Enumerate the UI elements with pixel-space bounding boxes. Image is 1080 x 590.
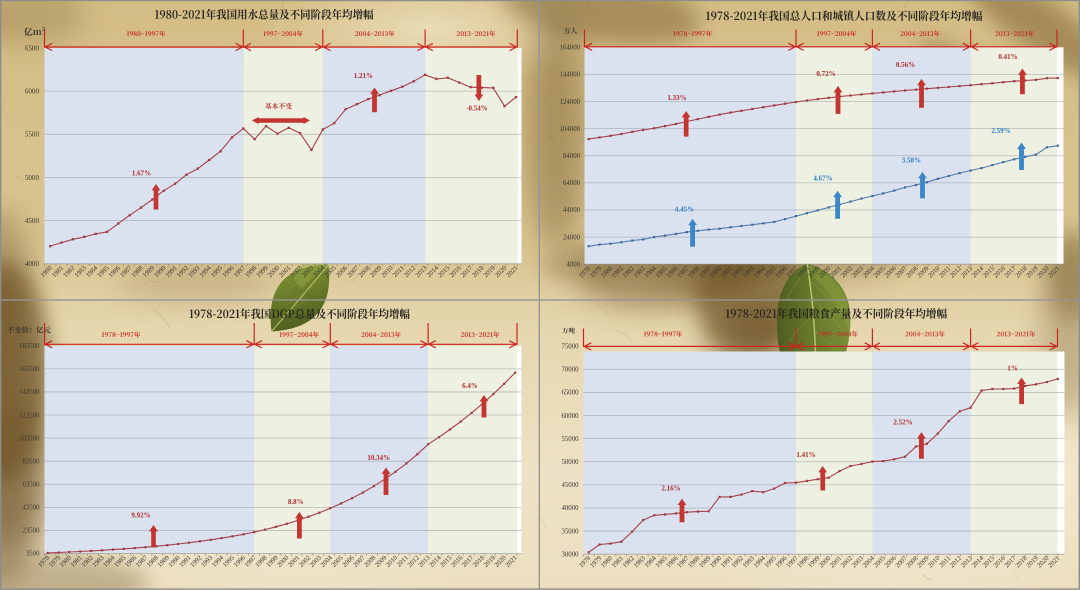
- svg-text:183500: 183500: [19, 343, 40, 350]
- svg-text:83500: 83500: [23, 458, 41, 465]
- svg-text:4.67%: 4.67%: [813, 175, 832, 183]
- svg-text:1982: 1982: [62, 265, 76, 279]
- svg-text:2012: 2012: [403, 265, 417, 279]
- svg-text:143500: 143500: [19, 389, 40, 396]
- svg-text:40000: 40000: [562, 505, 580, 512]
- svg-text:5000: 5000: [25, 174, 40, 182]
- svg-text:35000: 35000: [562, 528, 580, 535]
- svg-text:104000: 104000: [560, 126, 581, 133]
- svg-text:0.72%: 0.72%: [816, 70, 835, 78]
- svg-text:2021: 2021: [504, 554, 518, 568]
- svg-text:123500: 123500: [19, 412, 40, 419]
- svg-text:55000: 55000: [562, 436, 580, 443]
- svg-text:5500: 5500: [25, 131, 40, 139]
- svg-text:1.41%: 1.41%: [796, 451, 815, 459]
- svg-text:124000: 124000: [560, 99, 581, 106]
- svg-text:70000: 70000: [562, 367, 580, 374]
- svg-text:2021: 2021: [1047, 555, 1061, 569]
- svg-text:2002: 2002: [289, 265, 303, 279]
- svg-text:2.52%: 2.52%: [893, 419, 912, 427]
- svg-text:45000: 45000: [562, 482, 580, 489]
- svg-text:3500: 3500: [26, 551, 40, 558]
- svg-text:-0.54%: -0.54%: [466, 105, 488, 113]
- svg-text:3.58%: 3.58%: [902, 157, 921, 165]
- svg-text:64000: 64000: [563, 180, 581, 187]
- svg-text:9.92%: 9.92%: [131, 512, 150, 520]
- svg-text:0.41%: 0.41%: [998, 53, 1017, 61]
- svg-text:0.56%: 0.56%: [896, 61, 915, 69]
- svg-text:44000: 44000: [563, 207, 581, 214]
- svg-text:63500: 63500: [23, 482, 41, 489]
- svg-text:30000: 30000: [562, 551, 580, 558]
- svg-text:24000: 24000: [563, 234, 581, 241]
- svg-text:1992: 1992: [176, 265, 190, 279]
- svg-text:6000: 6000: [25, 88, 40, 96]
- svg-text:4.45%: 4.45%: [675, 206, 694, 214]
- svg-text:4000: 4000: [25, 260, 40, 268]
- svg-text:43500: 43500: [23, 505, 41, 512]
- svg-text:2021: 2021: [505, 265, 519, 279]
- svg-text:144000: 144000: [560, 72, 581, 79]
- svg-text:10.34%: 10.34%: [367, 454, 390, 462]
- svg-text:1%: 1%: [1007, 365, 1018, 373]
- svg-text:4500: 4500: [25, 217, 40, 225]
- svg-text:2021: 2021: [1047, 265, 1061, 279]
- svg-text:50000: 50000: [562, 459, 580, 466]
- svg-text:1.33%: 1.33%: [667, 94, 686, 102]
- svg-text:84000: 84000: [563, 153, 581, 160]
- svg-text:103500: 103500: [19, 435, 40, 442]
- svg-text:2.16%: 2.16%: [661, 485, 680, 493]
- svg-text:8.8%: 8.8%: [288, 498, 304, 506]
- svg-text:2.59%: 2.59%: [991, 127, 1010, 135]
- svg-text:60000: 60000: [562, 413, 580, 420]
- svg-text:1.67%: 1.67%: [132, 170, 151, 178]
- svg-text:163500: 163500: [19, 366, 40, 373]
- svg-text:75000: 75000: [562, 343, 580, 350]
- svg-text:1.21%: 1.21%: [354, 72, 373, 80]
- svg-text:164000: 164000: [560, 45, 581, 52]
- svg-text:23500: 23500: [23, 528, 41, 535]
- svg-text:6500: 6500: [25, 44, 40, 52]
- svg-text:65000: 65000: [562, 390, 580, 397]
- svg-text:4000: 4000: [566, 261, 580, 268]
- svg-text:6.4%: 6.4%: [462, 382, 478, 390]
